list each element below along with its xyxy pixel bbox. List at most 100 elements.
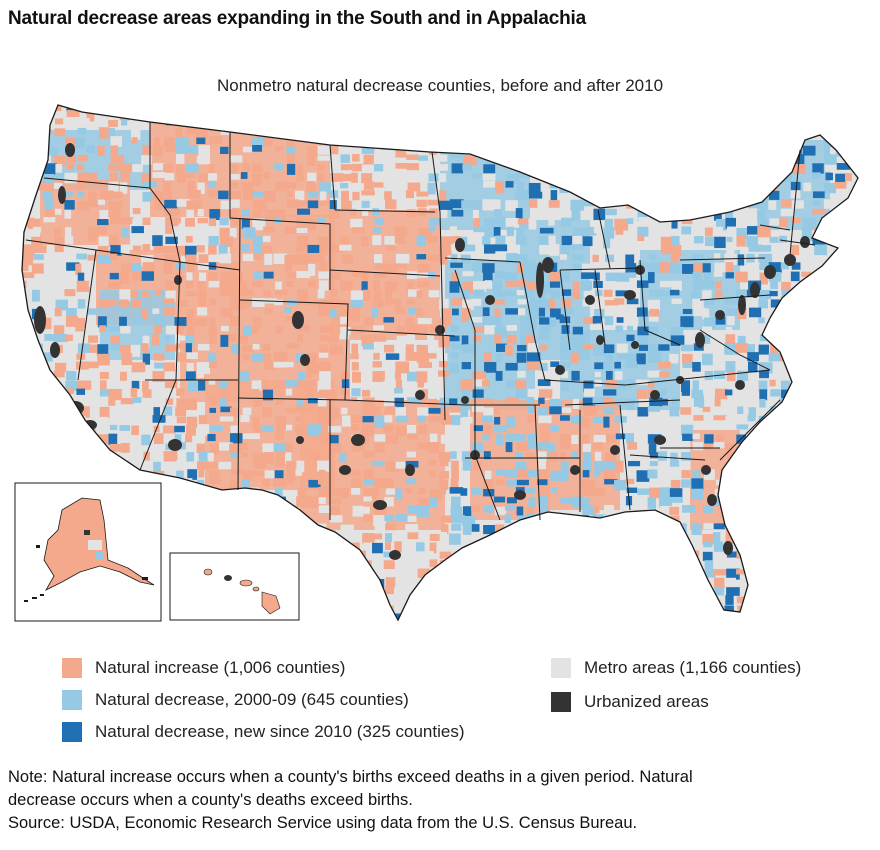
county-cell — [647, 380, 655, 388]
county-cell — [803, 605, 815, 616]
county-cell — [592, 595, 600, 607]
county-cell — [583, 406, 597, 416]
county-cell — [649, 397, 663, 407]
county-cell — [153, 433, 164, 445]
county-cell — [813, 605, 825, 615]
county-cell — [847, 344, 858, 354]
county-cell — [231, 217, 240, 226]
county-cell — [53, 227, 62, 237]
county-cell — [561, 146, 575, 153]
county-cell — [439, 253, 448, 265]
county-cell — [692, 281, 704, 291]
county-cell — [493, 406, 500, 415]
county-cell — [374, 110, 384, 120]
county-cell — [22, 190, 28, 199]
county-cell — [747, 461, 762, 473]
county-cell — [417, 208, 427, 217]
county-cell — [251, 353, 265, 363]
county-cell — [627, 551, 635, 563]
county-cell — [758, 380, 768, 392]
county-cell — [306, 105, 313, 110]
county-cell — [725, 262, 734, 273]
county-cell — [550, 551, 559, 557]
urbanized-area — [514, 490, 526, 500]
county-cell — [352, 163, 365, 172]
legend-label: Urbanized areas — [584, 692, 709, 711]
county-cell — [352, 596, 363, 608]
county-cell — [416, 505, 430, 517]
county-cell — [22, 334, 28, 343]
county-cell — [581, 560, 588, 568]
county-cell — [493, 299, 505, 305]
county-cell — [186, 128, 196, 135]
county-cell — [859, 496, 869, 505]
county-cell — [66, 262, 80, 271]
county-cell — [746, 236, 759, 248]
county-cell — [550, 487, 558, 493]
county-cell — [142, 389, 152, 398]
county-cell — [362, 614, 371, 620]
county-cell — [374, 263, 388, 270]
county-cell — [572, 398, 579, 409]
county-cell — [174, 226, 182, 237]
county-cell — [176, 532, 189, 538]
county-cell — [603, 344, 615, 354]
county-cell — [198, 272, 207, 282]
county-cell — [538, 460, 546, 473]
county-cell — [526, 506, 535, 516]
county-cell — [427, 460, 437, 466]
county-cell — [220, 307, 233, 318]
county-cell — [473, 622, 482, 629]
county-cell — [515, 388, 529, 399]
county-cell — [834, 569, 848, 578]
county-cell — [350, 415, 364, 424]
county-cell — [383, 424, 393, 434]
county-cell — [790, 137, 801, 150]
county-cell — [495, 568, 506, 576]
county-cell — [438, 209, 448, 219]
county-cell — [671, 218, 678, 229]
county-cell — [769, 163, 781, 170]
county-cell — [319, 335, 333, 341]
county-cell — [483, 541, 491, 551]
county-cell — [308, 379, 317, 386]
county-cell — [725, 334, 736, 344]
county-cell — [54, 128, 66, 137]
county-cell — [483, 218, 498, 228]
county-cell — [242, 146, 254, 153]
county-cell — [472, 105, 481, 113]
county-cell — [308, 586, 315, 598]
county-cell — [539, 109, 548, 116]
county-cell — [175, 136, 189, 147]
county-cell — [560, 596, 573, 603]
county-cell — [230, 452, 239, 459]
county-cell — [185, 343, 192, 355]
county-cell — [88, 335, 99, 343]
county-cell — [528, 145, 540, 157]
county-cell — [373, 182, 386, 188]
county-cell — [483, 164, 496, 175]
county-cell — [274, 470, 284, 482]
county-cell — [515, 235, 527, 245]
county-cell — [130, 299, 141, 308]
county-cell — [407, 559, 416, 566]
county-cell — [856, 118, 858, 128]
county-cell — [449, 533, 461, 545]
county-cell — [659, 173, 670, 182]
county-cell — [593, 190, 607, 200]
county-cell — [494, 308, 501, 320]
county-cell — [702, 263, 711, 273]
county-cell — [317, 254, 325, 264]
county-cell — [196, 128, 209, 139]
county-cell — [374, 443, 385, 453]
county-cell — [351, 371, 361, 383]
county-cell — [97, 299, 111, 308]
county-cell — [461, 200, 475, 209]
county-cell — [372, 614, 386, 620]
county-cell — [175, 497, 187, 505]
county-cell — [175, 154, 185, 164]
county-cell — [132, 263, 142, 275]
county-cell — [759, 263, 769, 270]
county-cell — [275, 415, 287, 428]
county-cell — [736, 533, 747, 546]
